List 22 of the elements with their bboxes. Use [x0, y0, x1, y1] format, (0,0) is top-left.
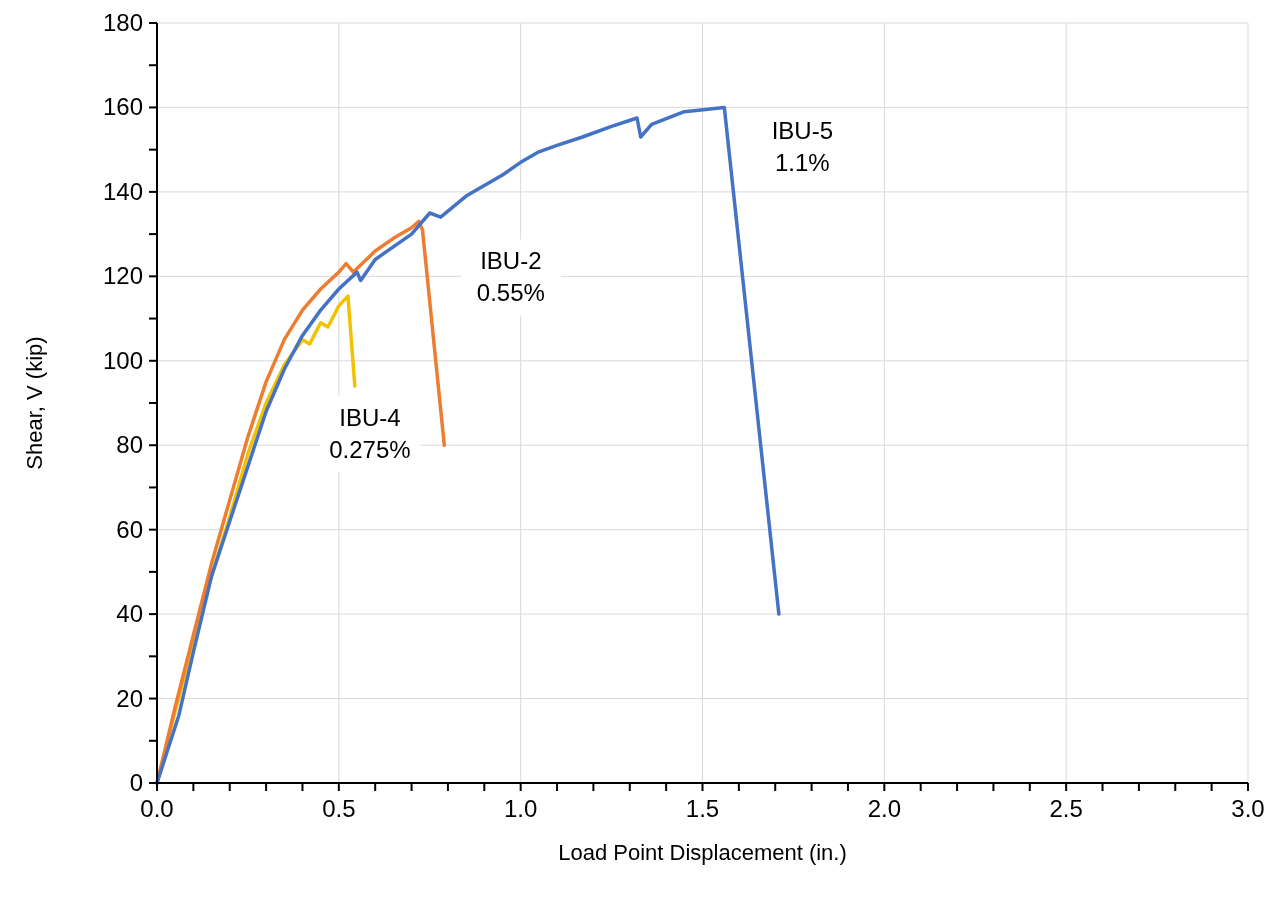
y-axis-title: Shear, V (kip): [22, 336, 47, 470]
y-tick-label: 180: [102, 9, 143, 36]
x-tick-label: 3.0: [1231, 795, 1265, 822]
series-label: IBU-5 1.1%: [771, 117, 833, 177]
x-tick-label: 1.5: [685, 795, 720, 822]
x-tick-label: 0.0: [140, 795, 174, 822]
y-tick-label: 120: [102, 262, 143, 290]
y-tick-label: 40: [116, 600, 143, 628]
x-tick-label: 0.5: [322, 795, 356, 822]
y-tick-label: 160: [102, 93, 143, 121]
y-tick-label: 140: [102, 177, 143, 205]
series-label: IBU-2 0.55%: [476, 247, 545, 307]
x-tick-label: 1.0: [503, 795, 538, 822]
y-tick-label: 100: [102, 346, 143, 374]
x-axis-title: Load Point Displacement (in.): [558, 840, 847, 865]
x-tick-label: 2.0: [867, 795, 902, 822]
y-tick-label: 0: [129, 769, 143, 796]
series-label: IBU-4 0.275%: [329, 404, 411, 464]
y-tick-label: 80: [116, 431, 143, 459]
y-tick-label: 60: [116, 515, 143, 543]
x-tick-label: 2.5: [1049, 795, 1083, 822]
y-tick-label: 20: [116, 684, 143, 712]
